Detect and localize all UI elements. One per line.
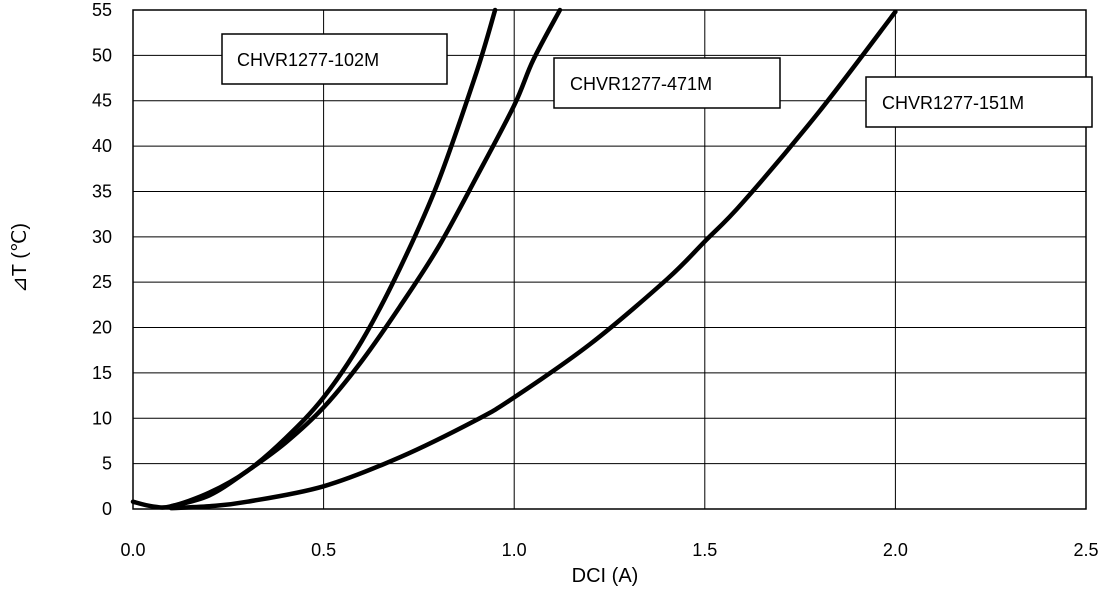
tick-labels: 0 5 10 15 20 25 30 35 40 45 50 55 0.0 0.5 1.0 1.5 2.0 2.5 (92, 0, 1099, 560)
x-tick-label: 0.0 (120, 540, 145, 560)
x-tick-label: 2.5 (1073, 540, 1098, 560)
x-tick-label: 0.5 (311, 540, 336, 560)
y-tick-label: 40 (92, 136, 112, 156)
y-tick-label: 0 (102, 499, 112, 519)
y-tick-label: 30 (92, 227, 112, 247)
legend-label: CHVR1277-102M (237, 50, 379, 70)
legend-item-102m: CHVR1277-102M (221, 33, 448, 85)
y-tick-label: 55 (92, 0, 112, 20)
legend-label: CHVR1277-471M (570, 74, 712, 94)
y-axis-title: ⊿T (℃) (9, 223, 31, 293)
y-tick-label: 20 (92, 318, 112, 338)
y-tick-label: 25 (92, 272, 112, 292)
y-tick-label: 35 (92, 181, 112, 201)
y-tick-label: 10 (92, 408, 112, 428)
legend-box (221, 33, 448, 85)
x-axis-title: DCI (A) (572, 565, 639, 587)
y-tick-label: 50 (92, 45, 112, 65)
legend-item-151m: CHVR1277-151M (865, 76, 1093, 128)
y-tick-label: 15 (92, 363, 112, 383)
x-tick-label: 2.0 (883, 540, 908, 560)
legend-item-471m: CHVR1277-471M (553, 57, 781, 109)
legend-box (553, 57, 781, 109)
x-tick-label: 1.0 (502, 540, 527, 560)
series-layer (130, 7, 898, 511)
y-tick-label: 5 (102, 454, 112, 474)
legend-box (865, 76, 1093, 128)
plot-frame (132, 9, 1087, 510)
y-tick-label: 45 (92, 91, 112, 111)
series-line-1 (168, 7, 563, 509)
series-line-2 (168, 9, 898, 511)
x-tick-label: 1.5 (692, 540, 717, 560)
legend-label: CHVR1277-151M (882, 93, 1024, 113)
